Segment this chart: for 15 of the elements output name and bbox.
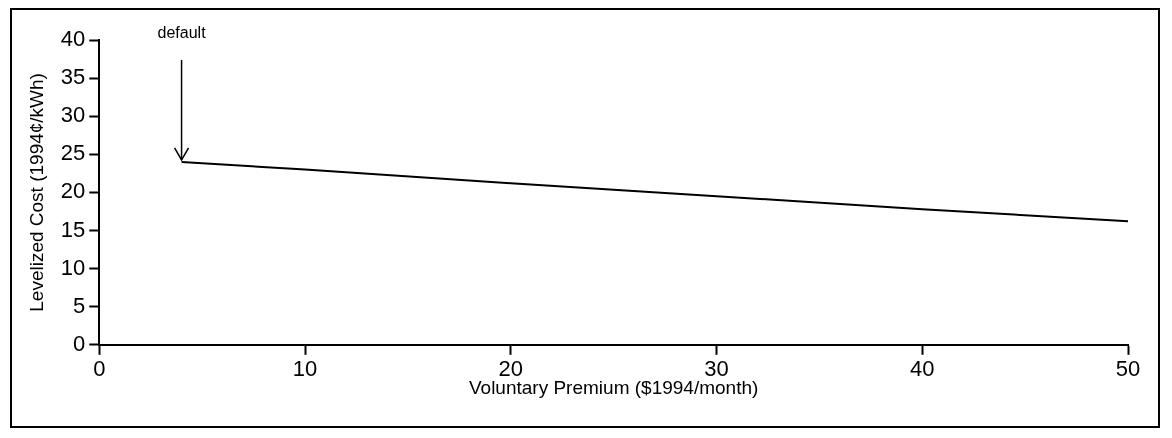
x-tick-label: 0 bbox=[93, 356, 106, 382]
y-axis-title: Levelized Cost (1994¢/kWh) bbox=[25, 73, 47, 312]
annotation: default bbox=[157, 24, 207, 42]
x-tick-label: 50 bbox=[1115, 356, 1141, 382]
y-tick-label: 40 bbox=[60, 26, 86, 52]
x-tick-label: 40 bbox=[910, 356, 935, 382]
y-tick-label: 10 bbox=[60, 254, 86, 280]
y-tick-label: 35 bbox=[60, 64, 86, 90]
x-tick-label: 10 bbox=[292, 356, 318, 382]
y-tick-label: 30 bbox=[60, 102, 86, 128]
y-tick-label: 25 bbox=[60, 140, 86, 166]
y-tick-label: 20 bbox=[60, 178, 86, 204]
y-tick-label: 5 bbox=[73, 292, 86, 318]
y-tick-label: 0 bbox=[73, 330, 86, 356]
y-tick-label: 15 bbox=[60, 216, 86, 242]
